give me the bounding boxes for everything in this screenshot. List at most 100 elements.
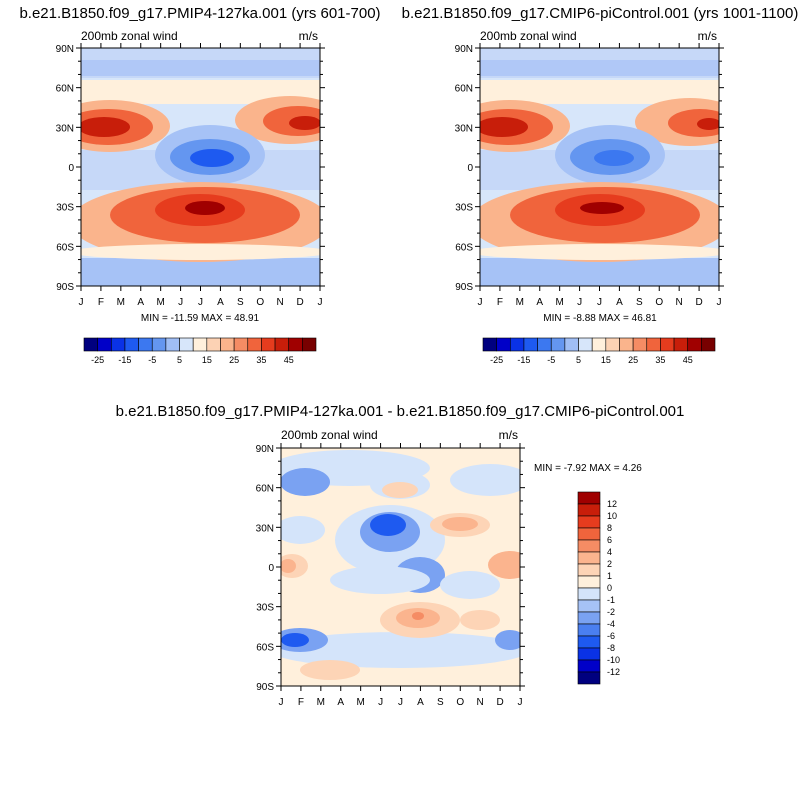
colorbar-label: 5 <box>177 355 182 365</box>
x-tick-label: J <box>318 297 323 308</box>
panel-3-subtitle-left: 200mb zonal wind <box>281 428 378 442</box>
p3-neg-tropics-wide <box>330 566 430 594</box>
p1-jet-n-left-in <box>81 117 130 137</box>
colorbar-swatch <box>577 659 601 673</box>
colorbar-swatch <box>577 491 601 505</box>
y-tick-label: 90S <box>256 682 274 693</box>
x-tick-label: J <box>717 297 722 308</box>
colorbar-label: 15 <box>202 355 212 365</box>
colorbar-label: -1 <box>607 595 615 605</box>
x-tick-label: A <box>417 697 424 708</box>
colorbar-label: 12 <box>607 499 617 509</box>
colorbar-swatch <box>577 575 601 589</box>
colorbar-label: -25 <box>490 355 503 365</box>
p3-neg-center-in <box>370 514 406 536</box>
x-tick-label: N <box>277 297 284 308</box>
x-tick-label: M <box>317 697 325 708</box>
p3-pos-lower-right <box>460 610 500 630</box>
y-tick-label: 60S <box>455 242 473 253</box>
x-tick-label: N <box>676 297 683 308</box>
panel-3-heatmap <box>281 448 520 686</box>
x-tick-label: J <box>198 297 203 308</box>
colorbar-swatch <box>537 337 552 352</box>
x-tick-label: M <box>516 297 524 308</box>
panel-2: b.e21.B1850.f09_g17.CMIP6-piControl.001 … <box>402 5 799 365</box>
panel-3-stats: MIN = -7.92 MAX = 4.26 <box>534 463 642 474</box>
x-tick-label: O <box>655 297 663 308</box>
x-tick-label: A <box>616 297 623 308</box>
colorbar-swatch <box>577 611 601 625</box>
p2-band-s-high <box>480 258 719 286</box>
y-tick-label: 60S <box>56 242 74 253</box>
colorbar-swatch <box>577 671 601 685</box>
x-tick-label: A <box>217 297 224 308</box>
colorbar-swatch <box>274 337 290 352</box>
x-tick-label: S <box>437 697 444 708</box>
colorbar-swatch <box>179 337 194 352</box>
colorbar-swatch <box>619 337 634 352</box>
y-tick-label: 90S <box>56 282 74 293</box>
colorbar-swatch <box>151 337 167 352</box>
p3-pos-upper-center <box>382 482 418 498</box>
colorbar-label: -6 <box>607 631 615 641</box>
panel-2-subtitle-left: 200mb zonal wind <box>480 29 577 43</box>
x-tick-label: M <box>555 297 563 308</box>
y-tick-label: 30N <box>256 523 274 534</box>
colorbar-swatch <box>83 337 98 352</box>
colorbar-label: 35 <box>655 355 665 365</box>
p1-trop-in <box>190 149 234 167</box>
colorbar-swatch <box>577 647 601 661</box>
colorbar-label: -5 <box>148 355 156 365</box>
colorbar-swatch <box>577 539 601 553</box>
colorbar-label: 15 <box>601 355 611 365</box>
colorbar-swatch <box>247 337 262 352</box>
colorbar-swatch <box>687 337 702 352</box>
panel-3: b.e21.B1850.f09_g17.PMIP4-127ka.001 - b.… <box>116 403 685 708</box>
y-tick-label: 30S <box>256 603 274 614</box>
x-tick-label: J <box>577 297 582 308</box>
colorbar-label: -8 <box>607 643 615 653</box>
colorbar-label: 10 <box>607 511 617 521</box>
x-tick-label: J <box>79 297 84 308</box>
colorbar-swatch <box>660 337 675 352</box>
p3-pos-north-right-in <box>442 517 478 531</box>
p2-trop-in <box>594 150 634 166</box>
colorbar-label: 45 <box>683 355 693 365</box>
panel-3-subtitle-right: m/s <box>499 428 518 442</box>
y-tick-label: 0 <box>268 563 274 574</box>
colorbar-swatch <box>577 551 601 565</box>
colorbar-swatch <box>206 337 221 352</box>
colorbar-swatch <box>577 503 601 517</box>
colorbar-label: 25 <box>628 355 638 365</box>
colorbar-label: 0 <box>607 583 612 593</box>
colorbar-swatch <box>302 337 317 352</box>
colorbar-swatch <box>138 337 153 352</box>
x-tick-label: J <box>518 697 523 708</box>
colorbar-swatch <box>564 337 579 352</box>
colorbar-swatch <box>577 515 601 529</box>
panel-1-colorbar: -25 -15 -5 5 15 25 35 45 <box>83 337 317 365</box>
p3-pos-lower-left <box>300 660 360 680</box>
p3-pos-south-core <box>412 612 424 620</box>
x-tick-label: D <box>695 297 702 308</box>
colorbar-label: 35 <box>256 355 266 365</box>
colorbar-label: -12 <box>607 667 620 677</box>
y-tick-label: 60S <box>256 642 274 653</box>
panel-2-title: b.e21.B1850.f09_g17.CMIP6-piControl.001 … <box>402 5 799 22</box>
p3-neg-north-left <box>281 468 330 496</box>
panel-2-stats: MIN = -8.88 MAX = 46.81 <box>543 313 657 324</box>
y-tick-label: 30N <box>56 123 74 134</box>
panel-3-y-ticks: 90N 60N 30N 0 30S 60S 90S <box>256 444 525 693</box>
p3-neg-eq-right <box>440 571 500 599</box>
y-tick-label: 60N <box>56 84 74 95</box>
colorbar-label: -15 <box>517 355 530 365</box>
colorbar-swatch <box>701 337 716 352</box>
colorbar-label: 2 <box>607 559 612 569</box>
colorbar-swatch <box>124 337 139 352</box>
colorbar-swatch <box>605 337 620 352</box>
panel-1-heatmap <box>81 48 320 286</box>
p2-jet-s-core <box>580 202 624 214</box>
panel-2-colorbar: -25 -15 -5 5 15 25 35 45 <box>482 337 716 365</box>
